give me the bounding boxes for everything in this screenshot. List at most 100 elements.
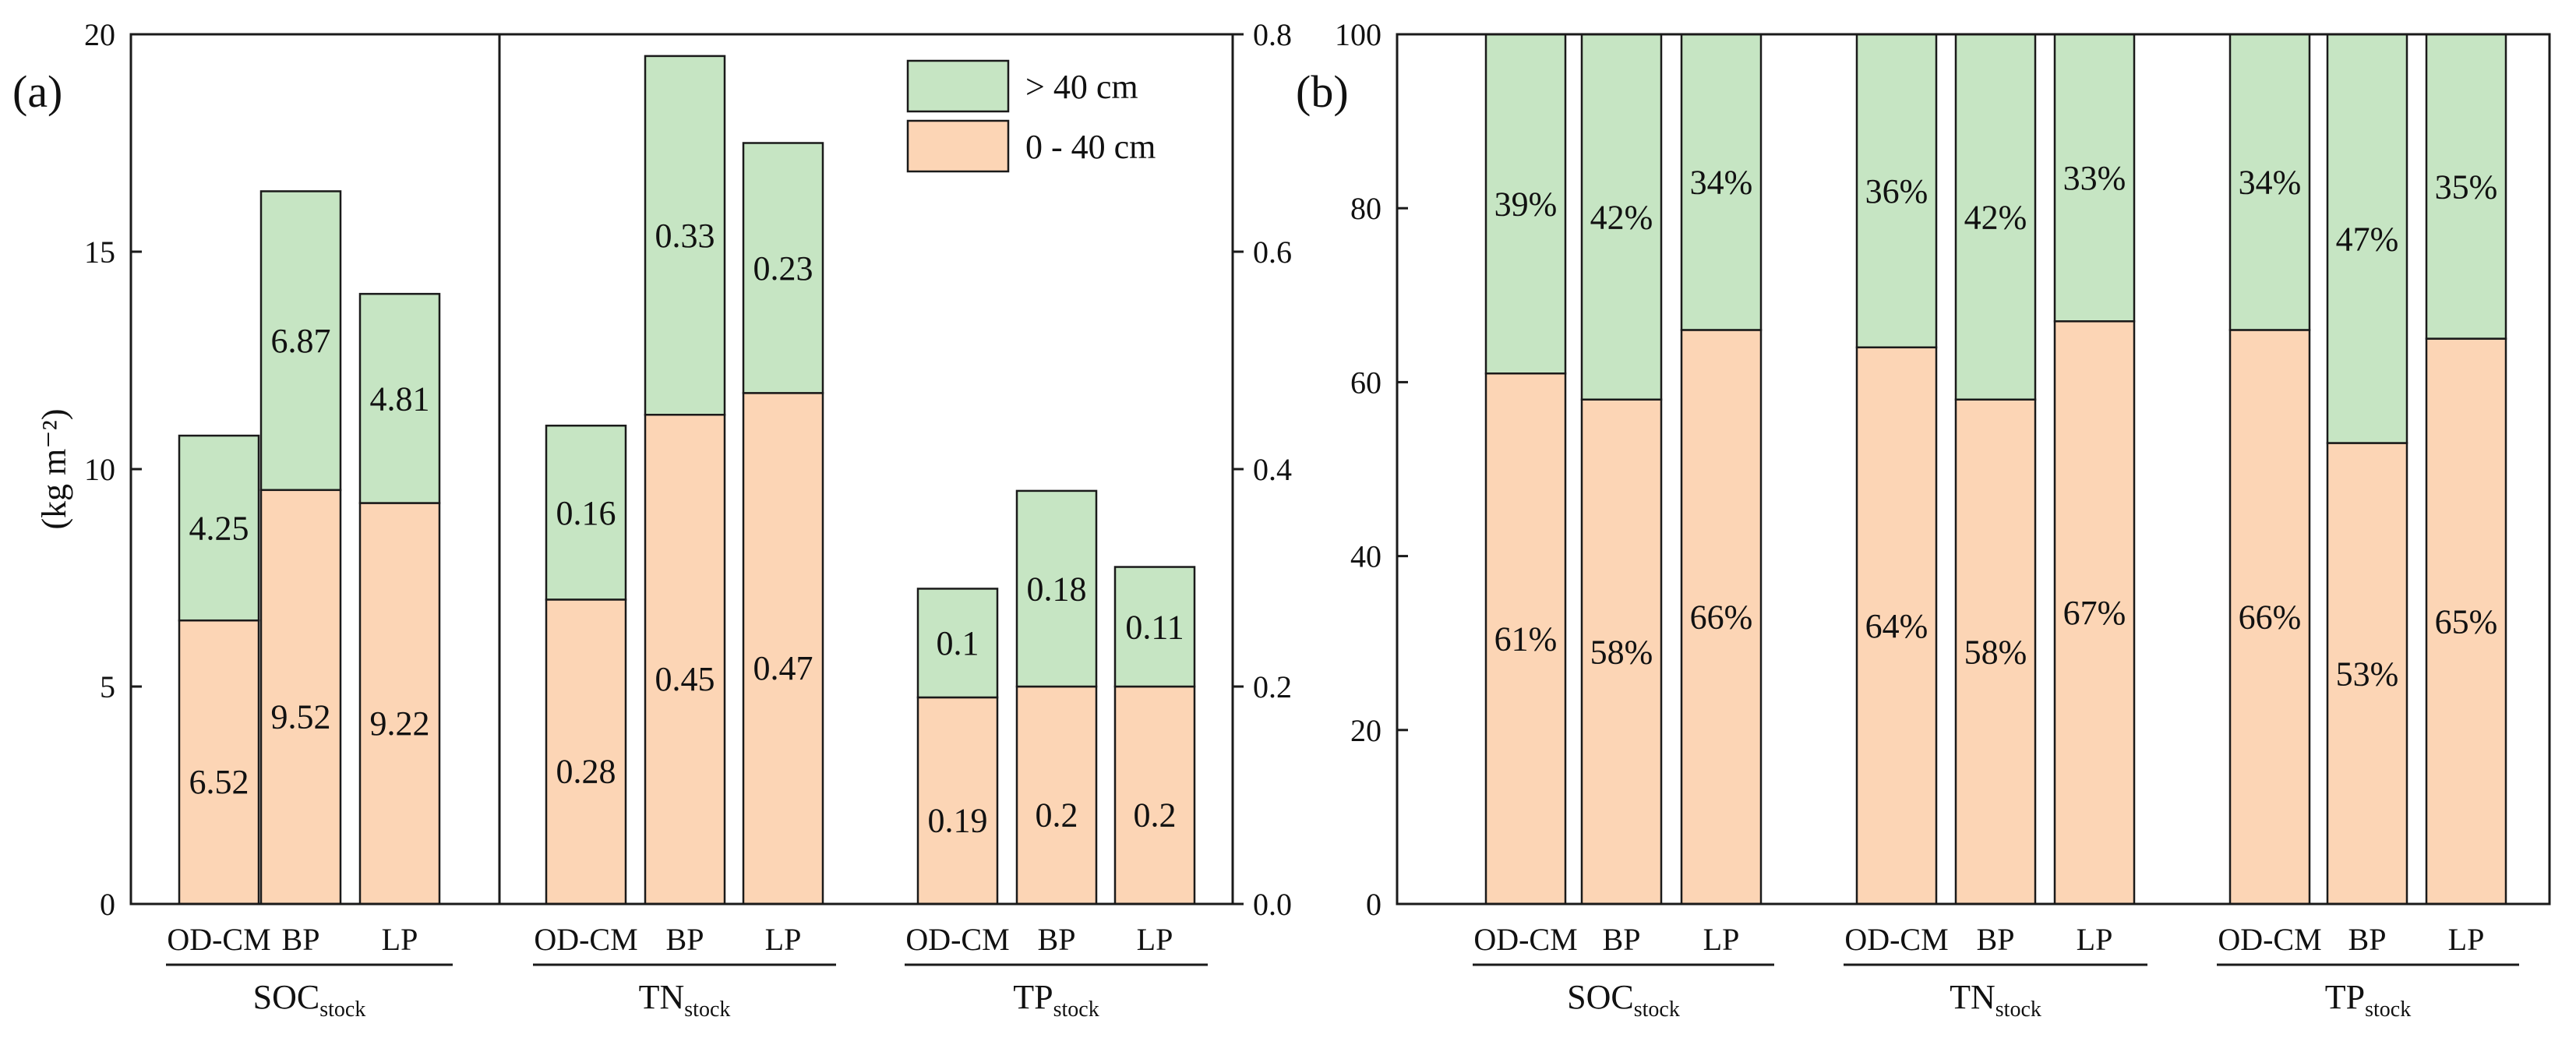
pct-group-name-soc: SOC <box>1567 978 1634 1016</box>
data-label-tn-bp-lower: 0.45 <box>655 660 715 698</box>
category-label-tn-bp: BP <box>666 922 704 957</box>
bar-tp-lp-upper <box>1113 566 1196 688</box>
right-tick-label: 0.6 <box>1253 235 1292 270</box>
pct-bar-tp-bp-lower <box>2326 442 2408 906</box>
pct-group-label-soc: SOCstock <box>1567 978 1680 1022</box>
data-label-soc-bp-lower: 9.52 <box>271 697 331 736</box>
pct-tick-label: 20 <box>1350 713 1382 748</box>
pct-bar-soc-lp-upper <box>1680 33 1763 331</box>
pct-label-tn-bp-upper: 42% <box>1964 198 2027 236</box>
data-label-tp-bp-lower: 0.2 <box>1036 796 1078 835</box>
data-label-tn-lp-upper: 0.23 <box>753 249 813 288</box>
pct-label-soc-bp-lower: 58% <box>1590 633 1653 671</box>
data-label-tp-lp-lower: 0.2 <box>1134 796 1177 835</box>
pct-category-label-soc-od-cm: OD-CM <box>1473 922 1577 957</box>
pct-category-label-tn-lp: LP <box>2077 922 2113 957</box>
category-label-tn-od-cm: OD-CM <box>534 922 637 957</box>
legend: > 40 cm 0 - 40 cm <box>906 59 1156 173</box>
pct-bar-tn-od-cm-upper <box>1855 33 1938 349</box>
pct-bar-tn-bp-upper <box>1954 33 2037 401</box>
group-sub-tn: stock <box>684 997 730 1022</box>
right-tick-label: 0.2 <box>1253 669 1292 704</box>
pct-category-label-tn-od-cm: OD-CM <box>1844 922 1948 957</box>
left-tick-label: 0 <box>100 887 115 922</box>
data-label-tp-od-cm-lower: 0.19 <box>928 801 988 839</box>
category-label-tn-lp: LP <box>765 922 802 957</box>
bar-soc-lp-upper <box>358 292 441 504</box>
plot-frame-b <box>1396 33 2551 906</box>
pct-label-tn-bp-lower: 58% <box>1964 633 2027 671</box>
bar-soc-lp-lower <box>358 502 441 906</box>
pct-bar-soc-bp-lower <box>1580 398 1663 906</box>
pct-bar-tn-bp-lower <box>1954 398 2037 906</box>
legend-swatch-lower <box>906 119 1010 173</box>
left-tick-label: 15 <box>84 235 115 270</box>
data-label-soc-bp-upper: 6.87 <box>271 322 331 360</box>
pct-tick-label: 100 <box>1335 17 1382 52</box>
pct-bar-tp-lp-lower <box>2425 337 2507 906</box>
data-label-soc-od-cm-upper: 4.25 <box>189 510 249 548</box>
pct-label-soc-lp-upper: 34% <box>1690 164 1753 202</box>
data-label-soc-lp-upper: 4.81 <box>370 380 430 418</box>
group-sub-tp: stock <box>1053 997 1099 1022</box>
data-label-tp-bp-upper: 0.18 <box>1027 570 1087 608</box>
pct-bar-soc-od-cm-lower <box>1484 372 1567 906</box>
data-label-tn-bp-upper: 0.33 <box>655 217 715 255</box>
data-label-tp-lp-upper: 0.11 <box>1125 608 1184 646</box>
bar-soc-od-cm-upper <box>178 434 260 622</box>
pct-tick-label: 80 <box>1350 191 1382 226</box>
pct-category-label-soc-bp: BP <box>1603 922 1641 957</box>
pct-label-tn-lp-upper: 33% <box>2063 159 2126 197</box>
panel-a: 6.524.25OD-CM9.526.87BP9.224.81LPSOCstoc… <box>12 17 1292 1022</box>
right-tick-label: 0.4 <box>1253 452 1292 487</box>
panel-label-a: (a) <box>12 66 62 117</box>
right-tick-label: 0.8 <box>1253 17 1292 52</box>
pct-bar-soc-od-cm-upper <box>1484 33 1567 375</box>
pct-label-tn-od-cm-lower: 64% <box>1865 607 1928 645</box>
pct-tick-label: 60 <box>1350 365 1382 400</box>
pct-group-label-tn: TNstock <box>1950 978 2041 1022</box>
group-sub-soc: stock <box>319 997 365 1022</box>
bar-tn-od-cm-upper <box>545 424 627 601</box>
pct-tick-label: 0 <box>1366 887 1382 922</box>
category-label-soc-lp: LP <box>382 922 418 957</box>
group-label-soc: SOCstock <box>253 978 366 1022</box>
category-label-soc-bp: BP <box>282 922 320 957</box>
pct-label-soc-od-cm-upper: 39% <box>1494 185 1558 224</box>
category-label-tp-bp: BP <box>1038 922 1076 957</box>
pct-category-label-tp-lp: LP <box>2448 922 2485 957</box>
pct-bar-tn-lp-upper <box>2053 33 2136 323</box>
pct-bar-tn-od-cm-lower <box>1855 346 1938 906</box>
data-label-tn-od-cm-lower: 0.28 <box>556 753 616 791</box>
pct-bar-tp-od-cm-lower <box>2228 329 2311 906</box>
pct-category-label-tp-bp: BP <box>2348 922 2387 957</box>
pct-group-sub-tn: stock <box>1996 997 2041 1022</box>
pct-group-sub-soc: stock <box>1634 997 1680 1022</box>
pct-category-label-soc-lp: LP <box>1703 922 1740 957</box>
legend-swatch-upper <box>906 59 1010 113</box>
panel-b: 61%39%OD-CM58%42%BP66%34%LPSOCstock64%36… <box>1296 17 2551 1022</box>
pct-category-label-tn-bp: BP <box>1977 922 2015 957</box>
pct-label-tp-lp-upper: 35% <box>2435 168 2498 206</box>
y-axis-title: (kg m⁻²) <box>35 409 73 530</box>
bar-tp-bp-upper <box>1015 489 1098 688</box>
data-label-tp-od-cm-upper: 0.1 <box>937 624 979 662</box>
pct-label-tp-lp-lower: 65% <box>2435 602 2498 641</box>
pct-bar-soc-lp-lower <box>1680 329 1763 906</box>
panel-label-b: (b) <box>1296 66 1349 117</box>
pct-group-name-tn: TN <box>1950 978 1996 1016</box>
legend-label-upper: > 40 cm <box>1025 68 1138 106</box>
left-tick-label: 10 <box>84 452 115 487</box>
bar-tn-od-cm-lower <box>545 598 627 906</box>
bar-tp-od-cm-upper <box>916 588 999 699</box>
pct-label-tp-od-cm-lower: 66% <box>2239 598 2302 637</box>
group-name-tn: TN <box>639 978 685 1016</box>
bar-tp-lp-lower <box>1113 685 1196 906</box>
pct-bar-tp-od-cm-upper <box>2228 33 2311 331</box>
pct-label-tp-bp-upper: 47% <box>2336 220 2399 258</box>
group-name-tp: TP <box>1013 978 1053 1016</box>
data-label-soc-od-cm-lower: 6.52 <box>189 763 249 801</box>
pct-category-label-tp-od-cm: OD-CM <box>2218 922 2321 957</box>
category-label-tp-lp: LP <box>1137 922 1173 957</box>
